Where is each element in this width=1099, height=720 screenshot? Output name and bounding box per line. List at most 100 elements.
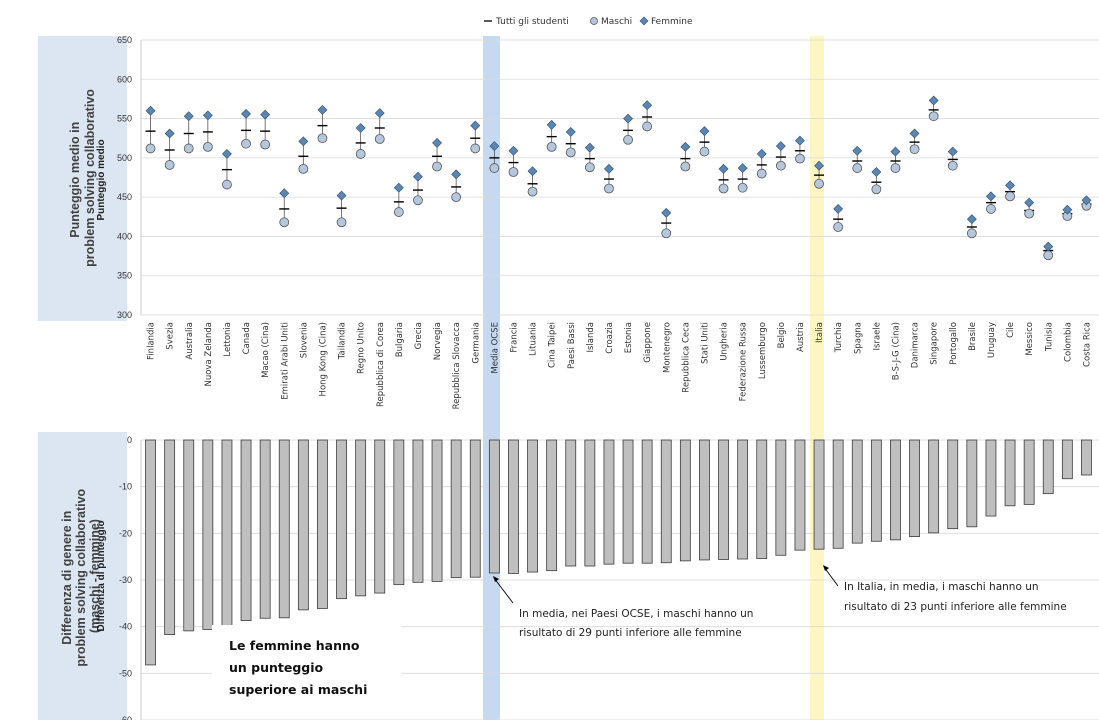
bottom-y-tick-label: -40 — [119, 622, 132, 632]
top-y-tick-labels: 300 350 400 450 500 550 600 650 — [117, 35, 132, 320]
category-label: Messico — [1025, 322, 1035, 356]
male-marker — [928, 111, 939, 122]
gender-gap-bar — [1081, 439, 1092, 476]
oecd-arrow-head — [493, 576, 499, 582]
top-panel-label-line1: Punteggio medio in — [68, 122, 82, 238]
gender-gap-bar — [794, 439, 806, 551]
gender-gap-bar — [240, 439, 252, 622]
category-label: Spagna — [853, 322, 863, 354]
category-label: Ungheria — [720, 322, 730, 361]
male-marker — [565, 147, 576, 158]
male-marker — [413, 195, 423, 206]
oecd-arrow-line — [493, 577, 514, 604]
male-marker — [871, 184, 882, 195]
female-marker — [317, 105, 328, 115]
category-label: Finlandia — [147, 322, 157, 360]
male-marker — [527, 186, 538, 197]
female-marker — [775, 141, 786, 151]
male-marker — [814, 178, 824, 189]
gender-gap-bar — [317, 439, 328, 609]
male-marker — [775, 160, 786, 171]
gender-gap-bar — [737, 439, 749, 560]
legend-circle-marker — [590, 17, 598, 25]
female-marker — [928, 95, 939, 106]
female-marker — [604, 163, 614, 174]
category-label: Lettonia — [223, 322, 233, 357]
italy-annotation-line1: In Italia, in media, i maschi hanno un — [844, 581, 1039, 593]
gender-gap-bar — [870, 439, 882, 542]
male-marker — [795, 153, 805, 164]
category-label: B-S-J-G (Cina) — [891, 322, 901, 380]
bottom-y-tick-labels: 0 -10 -20 -30 -40 -50 -60 — [119, 435, 132, 720]
male-marker — [737, 182, 748, 193]
category-label: Macao (Cina) — [261, 322, 271, 378]
male-marker — [355, 149, 366, 159]
gender-gap-bar — [221, 439, 233, 629]
gender-gap-bar — [985, 439, 997, 517]
category-label: Italia — [815, 322, 825, 343]
gender-gap-bar — [909, 439, 920, 537]
male-marker — [451, 192, 462, 203]
female-marker — [1043, 241, 1054, 252]
female-marker — [241, 108, 251, 119]
male-marker — [909, 144, 920, 155]
category-label: Tailandia — [338, 322, 348, 360]
oecd-annotation-text: In media, nei Paesi OCSE, i maschi hanno… — [519, 608, 757, 639]
female-marker — [164, 128, 175, 139]
top-y-axis-title: Punteggio medio — [96, 139, 107, 220]
female-marker — [1081, 195, 1092, 206]
bottom-bars — [145, 439, 1092, 666]
category-label: Stati Uniti — [700, 322, 710, 364]
male-marker — [317, 133, 328, 144]
category-label: Grecia — [414, 322, 424, 349]
female-marker — [508, 145, 519, 156]
category-label: Cina Taipei — [548, 322, 558, 368]
category-label: Costa Rica — [1082, 322, 1092, 367]
male-marker — [661, 228, 672, 239]
male-marker — [890, 163, 901, 173]
male-marker — [1043, 250, 1054, 261]
male-marker — [947, 160, 958, 171]
category-label: Media OCSE — [490, 322, 500, 374]
gender-gap-bar — [374, 439, 386, 594]
category-label: Regno Unito — [357, 322, 367, 374]
top-panel-label-line2: problem solving collaborativo — [83, 89, 97, 267]
top-y-tick-label: 500 — [117, 153, 132, 163]
female-marker — [298, 136, 309, 147]
gender-gap-bar — [355, 439, 367, 597]
female-marker — [852, 145, 863, 156]
category-label: Belgio — [777, 322, 787, 348]
legend-diamond-marker — [639, 16, 649, 26]
male-marker — [584, 162, 595, 173]
bottom-y-tick-label: 0 — [127, 435, 132, 445]
gender-gap-bar — [832, 439, 844, 549]
female-marker — [795, 135, 805, 146]
category-label: Estonia — [624, 322, 634, 353]
female-marker — [947, 146, 958, 157]
gender-gap-bar — [183, 439, 195, 632]
female-marker — [756, 149, 767, 159]
gender-gap-bar — [603, 439, 615, 565]
italy-arrow-head — [823, 565, 829, 571]
bottom-y-axis-title: Differenza di punteggio — [96, 520, 107, 631]
bottom-y-tick-label: -60 — [119, 715, 132, 720]
female-marker — [814, 160, 824, 171]
female-marker — [1005, 180, 1015, 191]
bottom-panel-label-line3: (maschi - femmine) — [88, 519, 102, 633]
male-marker — [986, 204, 996, 214]
female-marker — [890, 146, 901, 157]
gender-gap-bar — [679, 439, 691, 562]
oecd-annotation-line1: In media, nei Paesi OCSE, i maschi hanno… — [519, 608, 753, 620]
male-marker — [241, 138, 251, 149]
category-label: Paesi Bassi — [567, 322, 577, 369]
female-marker — [145, 105, 156, 116]
male-marker — [604, 183, 614, 194]
male-marker — [852, 163, 863, 173]
top-y-tick-label: 450 — [117, 192, 132, 202]
female-marker — [623, 113, 633, 124]
male-marker — [164, 160, 175, 170]
gender-gap-bar — [775, 439, 787, 556]
gender-gap-bar — [450, 439, 462, 579]
category-label: Germania — [471, 322, 481, 364]
